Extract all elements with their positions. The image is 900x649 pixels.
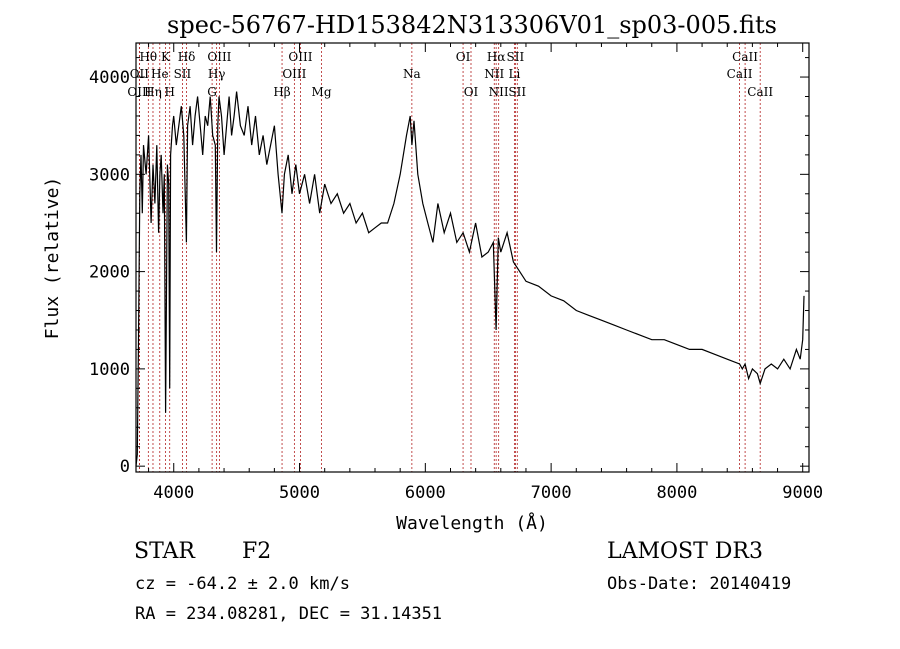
line-marker-label-3: He xyxy=(151,67,169,81)
line-marker-label-26: CaII xyxy=(727,67,753,81)
line-marker-label-15: Mg xyxy=(312,85,332,99)
subclass-label: F2 xyxy=(242,539,272,564)
line-marker-label-10: Hγ xyxy=(208,67,226,81)
line-marker-label-18: OI xyxy=(464,85,479,99)
y-tick-label-3: 3000 xyxy=(89,165,130,185)
redshift-label: cz = -64.2 ± 2.0 km/s xyxy=(135,574,350,594)
line-marker-label-25: CaII xyxy=(732,50,758,64)
chart-title: spec-56767-HD153842N313306V01_sp03-005.f… xyxy=(167,11,777,39)
spectrum-line xyxy=(135,91,805,467)
line-marker-label-6: H xyxy=(164,85,174,99)
line-marker-label-24: SII xyxy=(508,85,526,99)
x-tick-label-0: 4000 xyxy=(153,483,194,503)
plot-frame xyxy=(135,42,810,473)
y-tick-label-0: 0 xyxy=(120,457,130,477)
survey-label: LAMOST DR3 xyxy=(607,539,763,564)
x-tick-label-2: 6000 xyxy=(405,483,446,503)
line-marker-label-21: NII xyxy=(489,85,509,99)
x-axis-ticks: 4000 5000 6000 7000 8000 9000 xyxy=(148,43,823,503)
line-marker-label-12: OIII xyxy=(288,50,312,64)
line-markers xyxy=(138,43,761,472)
line-marker-label-14: Hβ xyxy=(273,85,290,99)
line-marker-label-9: OIII xyxy=(207,50,231,64)
line-marker-label-2: OIII xyxy=(127,85,151,99)
y-axis-label: Flux (relative) xyxy=(42,177,63,340)
line-marker-label-27: CaII xyxy=(747,85,773,99)
y-tick-label-4: 4000 xyxy=(89,68,130,88)
line-marker-label-20: NII xyxy=(484,67,504,81)
x-tick-label-3: 7000 xyxy=(531,483,572,503)
line-marker-label-1: OII xyxy=(130,67,150,81)
y-tick-label-1: 1000 xyxy=(89,360,130,380)
class-label: STAR xyxy=(134,539,195,564)
x-tick-label-4: 8000 xyxy=(656,483,697,503)
line-marker-label-16: Na xyxy=(403,67,421,81)
line-marker-label-22: SII xyxy=(507,50,525,64)
y-tick-label-2: 2000 xyxy=(89,263,130,283)
y-axis-ticks: 0 1000 2000 3000 4000 xyxy=(89,57,809,477)
x-tick-label-5: 9000 xyxy=(782,483,823,503)
line-marker-label-4: Hη xyxy=(144,85,162,99)
line-marker-label-7: SII xyxy=(174,67,192,81)
line-marker-label-11: G xyxy=(207,85,217,99)
x-axis-label: Wavelength (Å) xyxy=(396,512,548,534)
x-tick-label-1: 5000 xyxy=(279,483,320,503)
line-marker-label-0: Hθ xyxy=(139,50,157,64)
obs-date-label: Obs-Date: 20140419 xyxy=(607,574,792,594)
line-marker-label-17: OI xyxy=(456,50,471,64)
line-marker-label-5: K xyxy=(161,50,171,64)
line-marker-label-23: Li xyxy=(508,67,520,81)
line-marker-label-19: Hα xyxy=(487,50,506,64)
line-marker-label-8: Hδ xyxy=(178,50,196,64)
coords-label: RA = 234.08281, DEC = 31.14351 xyxy=(135,604,443,624)
line-marker-label-13: OIII xyxy=(282,67,306,81)
